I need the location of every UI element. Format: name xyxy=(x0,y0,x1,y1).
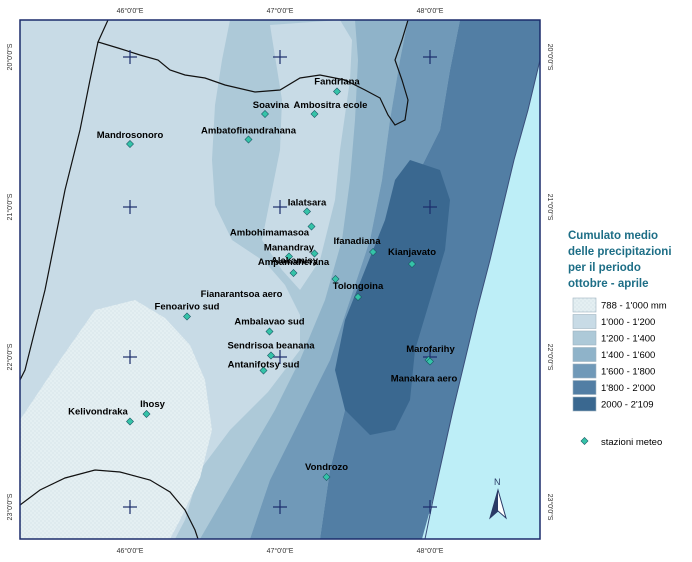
legend-swatch xyxy=(572,330,597,346)
graticule xyxy=(123,50,437,514)
station-label: Antanifotsy sud xyxy=(228,360,300,371)
station-marker[interactable] xyxy=(310,249,319,258)
station-label: Ambatofinandrahana xyxy=(201,126,297,137)
legend-swatch xyxy=(572,380,597,395)
latitude-label: 22°0'0"S xyxy=(546,344,554,371)
coordinate-labels: 46°0'0"E 46°0'0"E 47°0'0"E 47°0'0"E 48°0'0"E… xyxy=(6,7,554,555)
station-marker[interactable] xyxy=(265,327,274,336)
admin-boundary-south xyxy=(20,469,199,539)
station-label: Ifanadiana xyxy=(334,236,382,247)
north-arrow-label: N xyxy=(494,477,501,487)
legend-title-line: per il periodo xyxy=(568,262,641,274)
north-arrow: N xyxy=(489,477,507,520)
station-label: Kianjavato xyxy=(388,247,436,258)
map-frame xyxy=(19,19,541,540)
station-label: Fenoarivo sud xyxy=(155,302,220,313)
longitude-label: 46°0'0"E xyxy=(117,547,144,555)
legend-swatch xyxy=(572,314,597,329)
station-marker[interactable] xyxy=(354,293,362,301)
station-label: Soavina xyxy=(253,100,290,111)
latitude-label: 21°0'0"S xyxy=(6,193,14,220)
station-marker[interactable] xyxy=(259,366,268,375)
station-label: Tolongoina xyxy=(333,281,384,292)
legend-class-label: 1'800 - 2'000 xyxy=(601,383,655,394)
legend-class-label: 1'000 - 1'200 xyxy=(601,317,655,328)
station-label: Alakamisy xyxy=(271,256,319,267)
station-marker[interactable] xyxy=(322,473,331,481)
zone-788-1000 xyxy=(20,300,212,539)
longitude-label: 47°0'0"E xyxy=(267,7,294,15)
station-marker[interactable] xyxy=(310,110,319,118)
legend-station-icon xyxy=(580,437,589,445)
station-label: Marofarihy xyxy=(406,344,455,355)
station-marker[interactable] xyxy=(307,222,316,231)
zone-1400-1600 xyxy=(200,20,408,539)
legend-class-label: 1'200 - 1'400 xyxy=(601,334,655,345)
longitude-label: 48°0'0"E xyxy=(417,547,444,555)
station-label: Ambohimamasoa xyxy=(230,228,310,239)
legend-class-label: 2000 - 2'109 xyxy=(601,400,654,411)
latitude-label: 21°0'0"S xyxy=(546,194,554,221)
station-label: Kelivondraka xyxy=(68,407,128,418)
latitude-label: 23°0'0"S xyxy=(6,493,14,520)
legend-swatch xyxy=(572,396,597,412)
map-body xyxy=(20,20,540,539)
legend-swatch xyxy=(572,363,597,379)
latitude-label: 23°0'0"S xyxy=(546,494,554,521)
legend-swatch xyxy=(572,347,597,362)
station-marker[interactable] xyxy=(369,248,377,256)
zone-1600-1800 xyxy=(250,20,460,539)
station-label: Ambositra ecole xyxy=(294,100,368,111)
legend-title-line: Cumulato medio xyxy=(568,230,658,242)
admin-boundary-north xyxy=(97,20,409,126)
station-label: Fianarantsoa aero xyxy=(201,289,283,300)
station-label: Vondrozo xyxy=(305,462,348,473)
legend-station-label: stazioni meteo xyxy=(601,437,662,448)
station-marker[interactable] xyxy=(285,252,293,261)
latitude-label: 20°0'0"S xyxy=(546,44,554,71)
latitude-label: 22°0'0"S xyxy=(6,343,14,370)
ocean-east xyxy=(425,20,540,539)
admin-boundary-west xyxy=(20,41,99,381)
longitude-label: 47°0'0"E xyxy=(267,547,294,555)
longitude-label: 48°0'0"E xyxy=(417,7,444,15)
station-label: Ialatsara xyxy=(288,198,327,209)
station-label: Ampamaherana xyxy=(258,257,330,268)
station-marker[interactable] xyxy=(331,275,340,283)
zone-788-1000-sw xyxy=(20,485,60,539)
legend-swatch xyxy=(572,297,597,313)
station-marker[interactable] xyxy=(261,110,269,118)
station-label: Manandray xyxy=(264,243,315,254)
station-marker[interactable] xyxy=(126,417,134,426)
station-label: Ambalavao sud xyxy=(234,317,304,328)
legend-title-line: ottobre - aprile xyxy=(568,278,649,290)
station-marker[interactable] xyxy=(289,269,298,277)
north-arrow-shade xyxy=(490,490,498,518)
zone-2000-2109 xyxy=(335,160,450,435)
station-marker[interactable] xyxy=(126,140,134,148)
legend-title-line: delle precipitazioni xyxy=(568,246,672,258)
legend-class-label: 1'400 - 1'600 xyxy=(601,350,655,361)
station-marker[interactable] xyxy=(183,312,191,321)
coastline xyxy=(424,59,540,539)
station-marker[interactable] xyxy=(142,410,151,418)
weather-stations: Fandriana Soavina Ambositra ecole Ambatofin… xyxy=(68,77,457,481)
station-marker[interactable] xyxy=(333,87,341,96)
station-marker[interactable] xyxy=(244,135,253,144)
station-marker[interactable] xyxy=(426,357,434,366)
legend-class-label: 788 - 1'000 mm xyxy=(601,301,667,312)
station-label: Ihosy xyxy=(140,399,166,410)
station-marker[interactable] xyxy=(303,207,311,216)
legend: Cumulato medio delle precipitazioni per il… xyxy=(568,230,672,448)
station-label: Mandrosonoro xyxy=(97,130,164,141)
station-label: Sendrisoa beanana xyxy=(227,341,315,352)
longitude-label: 46°0'0"E xyxy=(117,7,144,15)
station-label: Manakara aero xyxy=(391,374,458,385)
station-label: Fandriana xyxy=(314,77,360,88)
station-marker[interactable] xyxy=(267,351,275,360)
legend-class-label: 1'600 - 1'800 xyxy=(601,367,655,378)
latitude-label: 20°0'0"S xyxy=(6,43,14,70)
station-marker[interactable] xyxy=(408,260,416,268)
